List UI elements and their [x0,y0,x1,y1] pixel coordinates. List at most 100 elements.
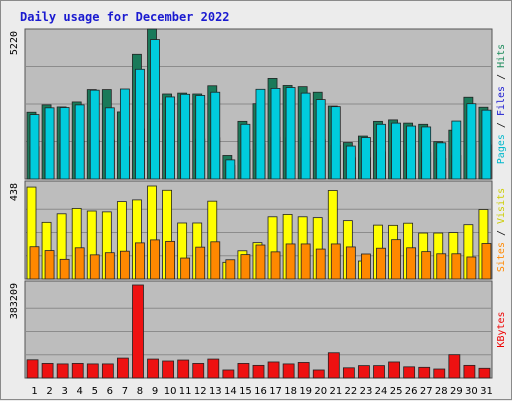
x-tick-day-27: 27 [420,386,433,397]
x-tick-day-6: 6 [107,386,113,397]
x-tick-day-23: 23 [360,386,373,397]
bar-sites-day-7 [119,250,130,280]
bar-sites-day-18 [285,243,296,280]
bar-kbytes-day-5 [86,363,99,379]
bar-kbytes-day-30 [463,364,476,379]
bar-sites-day-26 [406,247,417,280]
bar-kbytes-day-17 [267,361,280,379]
bar-kbytes-day-8 [132,284,144,379]
x-tick-day-11: 11 [179,386,192,397]
bar-pages-day-6 [104,107,115,180]
bar-pages-day-21 [330,106,341,180]
bar-kbytes-day-18 [282,363,295,379]
bar-sites-day-13 [210,241,221,280]
chart-title: Daily usage for December 2022 [20,10,230,24]
panel-3-series-label: KBytes [496,311,507,347]
x-tick-day-9: 9 [152,386,158,397]
x-tick-day-13: 13 [209,386,222,397]
x-tick-day-8: 8 [137,386,143,397]
bar-kbytes-day-2 [41,363,54,379]
bar-sites-day-19 [300,243,311,280]
bar-sites-day-12 [195,246,206,280]
bar-pages-day-25 [391,122,401,180]
bar-kbytes-day-7 [117,357,129,379]
bar-sites-day-17 [270,251,281,280]
x-tick-day-5: 5 [92,386,98,397]
bar-kbytes-day-22 [342,367,355,379]
bar-pages-day-27 [421,126,432,180]
bar-sites-day-4 [74,247,85,280]
bar-sites-day-10 [165,240,175,280]
bar-sites-day-3 [59,258,70,280]
bar-pages-day-24 [376,123,386,180]
bar-kbytes-day-19 [297,362,310,379]
bar-kbytes-day-16 [252,364,265,379]
x-tick-day-21: 21 [329,386,342,397]
bar-sites-day-24 [376,247,386,280]
panel-1-series-label: Pages / Files / Hits [496,44,507,164]
bar-sites-day-11 [180,257,191,280]
bar-kbytes-day-3 [56,363,69,379]
bar-pages-day-14 [225,159,236,180]
bar-sites-day-30 [466,256,477,280]
bar-sites-day-20 [315,248,326,280]
bar-kbytes-day-28 [433,368,446,379]
bar-pages-day-23 [361,137,371,180]
bar-pages-day-17 [270,88,281,180]
series-label-part: / [496,224,507,242]
bar-pages-day-1 [29,114,40,180]
bar-kbytes-day-1 [26,359,39,379]
bar-pages-day-4 [74,104,85,180]
bar-sites-day-29 [451,253,462,280]
series-label-part: / [496,68,507,86]
bar-pages-day-7 [119,88,130,180]
bar-pages-day-8 [135,68,145,180]
x-tick-day-28: 28 [435,386,448,397]
bar-pages-day-28 [436,142,447,180]
bar-sites-day-2 [44,250,55,280]
x-tick-day-29: 29 [450,386,463,397]
panel-2-max-label: 438 [9,183,20,201]
bar-kbytes-day-25 [388,361,400,379]
bar-sites-day-6 [104,252,115,280]
bar-pages-day-22 [345,145,356,180]
bar-pages-day-12 [195,95,206,180]
bar-sites-day-16 [255,244,266,280]
x-tick-day-2: 2 [46,386,52,397]
series-label-part: Files [496,86,507,116]
bar-pages-day-15 [240,123,251,180]
x-tick-day-24: 24 [375,386,388,397]
bar-sites-day-28 [436,253,447,280]
bar-kbytes-day-23 [358,365,370,379]
x-tick-day-25: 25 [390,386,403,397]
x-tick-day-22: 22 [345,386,358,397]
bar-pages-day-3 [59,107,70,180]
bar-sites-day-31 [481,243,492,280]
series-label-part: Sites [496,242,507,272]
bar-sites-day-14 [225,259,236,280]
bar-sites-day-22 [345,246,356,280]
bar-sites-day-15 [240,254,251,280]
bar-pages-day-19 [300,92,311,180]
bar-pages-day-16 [255,88,266,180]
bar-pages-day-11 [180,93,191,180]
x-tick-day-20: 20 [314,386,327,397]
bar-kbytes-day-14 [222,369,235,379]
x-tick-day-17: 17 [269,386,282,397]
bar-pages-day-13 [210,91,221,180]
bar-sites-day-9 [150,239,160,280]
x-tick-day-3: 3 [61,386,67,397]
bar-sites-day-21 [330,243,341,280]
x-tick-day-12: 12 [194,386,207,397]
bar-sites-day-27 [421,251,432,280]
bar-kbytes-day-29 [448,354,461,379]
bar-kbytes-day-12 [192,363,205,379]
bar-sites-day-8 [135,242,145,280]
bar-pages-day-2 [44,107,55,180]
panel-3-background [24,280,493,379]
series-label-part: / [496,116,507,134]
x-tick-day-14: 14 [224,386,237,397]
panel-2-series-label: Sites / Visits [496,188,507,272]
